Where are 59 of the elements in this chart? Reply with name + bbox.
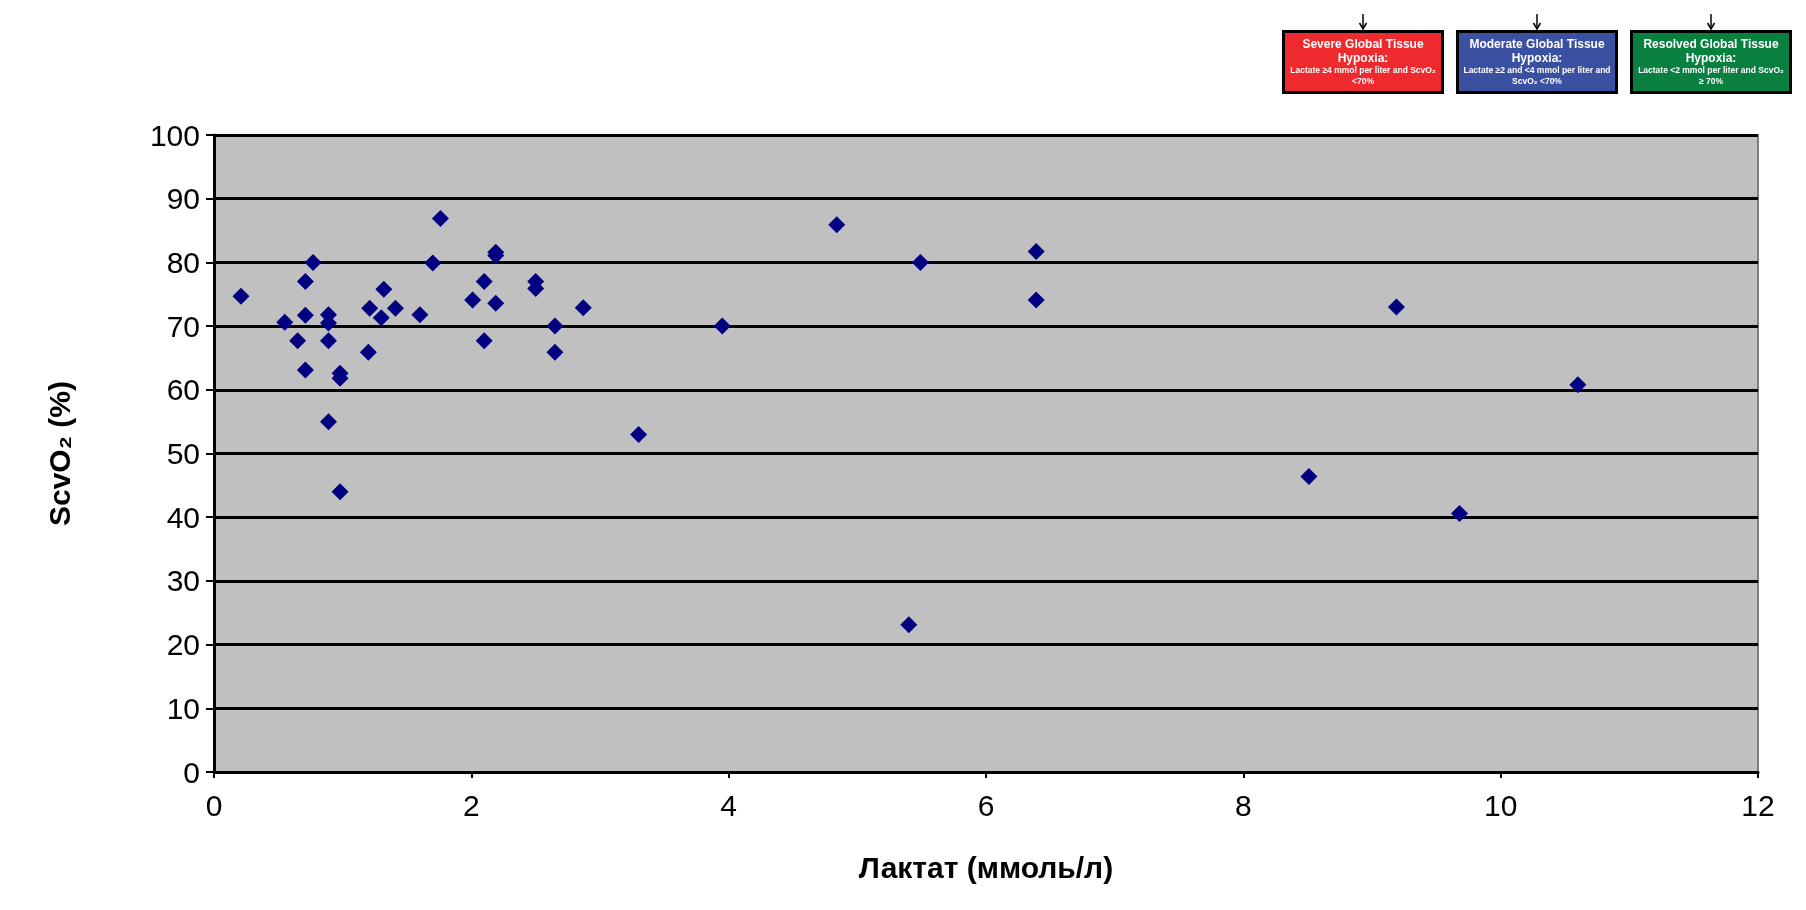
x-tick-label: 12 [1741, 788, 1775, 822]
text: Moderate Global Tissue Hypoxia: Lactate ≥2 and <4 mmol per liter and ScvO₂ <70% [1462, 37, 1612, 87]
x-tick-label: 4 [720, 788, 738, 822]
y-tick-label: 100 [149, 118, 200, 152]
y-tick-label: 80 [166, 245, 200, 279]
x-tick-label: 10 [1483, 788, 1518, 822]
y-tick-label: 90 [166, 182, 200, 216]
point [361, 299, 379, 317]
point [464, 291, 482, 309]
text: Resolved Global Tissue Hypoxia: Lactate <2 mmol per liter and ScvO₂ ≥ 70% [1637, 37, 1785, 87]
y-tick-label: 40 [166, 500, 200, 534]
point [1569, 376, 1587, 394]
y-tick-label: 0 [183, 755, 200, 789]
x-axis-title: Лактат (ммоль/л) [858, 850, 1114, 884]
point [630, 425, 648, 443]
x-tick-label: 0 [205, 788, 223, 822]
x-tick-label: 8 [1234, 788, 1252, 822]
point [1300, 467, 1318, 485]
point [296, 361, 314, 379]
point [411, 306, 429, 324]
point [359, 343, 377, 361]
point [331, 483, 349, 501]
point [911, 253, 929, 271]
point [296, 306, 314, 324]
point [1027, 243, 1045, 261]
point [232, 287, 250, 305]
point [1450, 504, 1468, 522]
x-tick-label: 6 [977, 788, 995, 822]
point [487, 294, 505, 312]
point [900, 616, 918, 634]
point [375, 280, 393, 298]
point [546, 343, 564, 361]
point [276, 313, 294, 331]
point [475, 273, 493, 291]
point [424, 254, 442, 272]
point [304, 253, 322, 271]
point [1387, 298, 1405, 316]
point [431, 209, 449, 227]
point [574, 299, 592, 317]
y-axis-title: ScvO₂ (%) [42, 380, 76, 527]
point [713, 317, 731, 335]
point [320, 332, 338, 350]
y-tick-label: 30 [166, 564, 200, 598]
point [372, 309, 390, 327]
point [320, 413, 338, 431]
y-tick-label: 60 [166, 373, 200, 407]
y-tick-label: 50 [166, 437, 200, 470]
y-tick-label: 10 [166, 691, 200, 725]
x-tick-label: 2 [462, 788, 480, 822]
text: Severe Global Tissue Hypoxia: Lactate ≥4 mmol per liter and ScvO₂ <70% [1289, 37, 1437, 87]
point [546, 317, 564, 335]
point [386, 299, 404, 317]
point [1027, 291, 1045, 309]
y-tick-label: 20 [166, 628, 200, 662]
point [289, 332, 307, 350]
point [828, 216, 846, 234]
point [475, 332, 493, 350]
y-tick-label: 70 [166, 309, 200, 343]
point [296, 273, 314, 291]
